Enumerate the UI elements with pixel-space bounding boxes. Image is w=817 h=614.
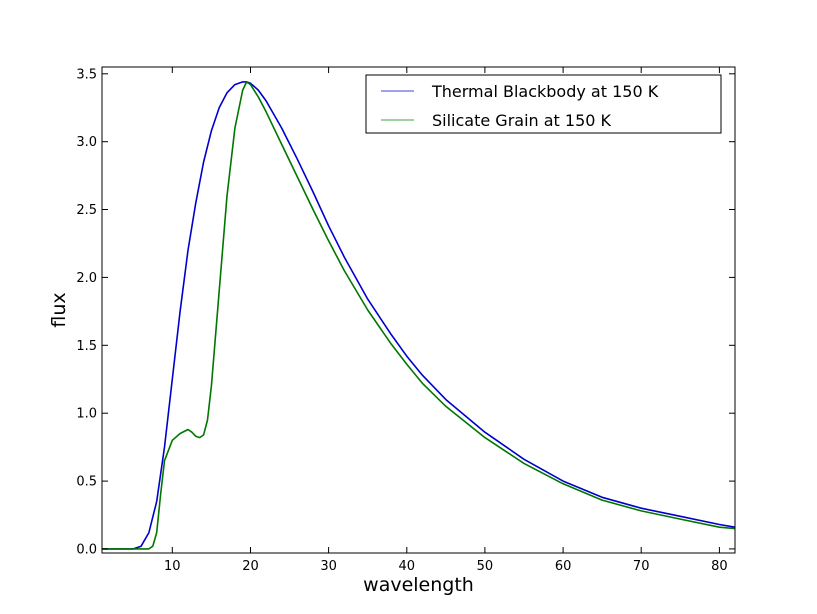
legend-box	[365, 74, 722, 134]
x-tick-label: 40	[399, 559, 416, 574]
y-tick-label: 1.0	[76, 407, 97, 422]
legend-label-blackbody: Thermal Blackbody at 150 K	[431, 82, 659, 101]
tick-layer: 10 20 30 40 50 60 70 80 0.0 0.5 1.0 1.5 2.0 2.5 3.0 3.5	[76, 67, 735, 574]
legend-label-silicate: Silicate Grain at 150 K	[432, 111, 612, 130]
series-layer	[102, 81, 736, 550]
y-tick-label: 3.0	[76, 135, 97, 150]
legend: Thermal Blackbody at 150 K Silicate Grai…	[365, 74, 722, 134]
x-tick-label: 20	[242, 559, 259, 574]
y-tick-label: 0.5	[76, 475, 97, 490]
x-tick-label: 30	[320, 559, 337, 574]
y-axis-label: flux	[48, 292, 70, 327]
series-line-silicate	[102, 81, 736, 550]
y-tick-label: 0.0	[76, 542, 97, 557]
x-tick-label: 70	[633, 559, 650, 574]
x-tick-label: 80	[711, 559, 728, 574]
y-tick-label: 2.0	[76, 271, 97, 286]
x-tick-label: 10	[164, 559, 181, 574]
y-tick-label: 2.5	[76, 203, 97, 218]
series-line-blackbody	[102, 81, 736, 550]
plot-frame	[101, 66, 736, 554]
plot-area	[102, 67, 735, 553]
y-tick-label: 3.5	[76, 67, 97, 82]
y-tick-label: 1.5	[76, 339, 97, 354]
x-tick-label: 60	[555, 559, 572, 574]
x-tick-label: 50	[477, 559, 494, 574]
x-axis-label: wavelength	[363, 574, 474, 596]
